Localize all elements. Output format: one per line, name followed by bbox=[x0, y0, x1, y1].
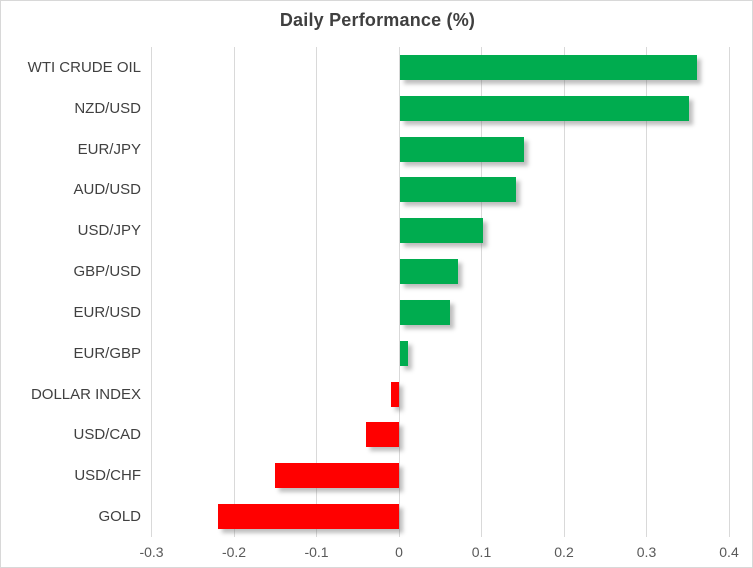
bar-eur-usd bbox=[400, 299, 450, 325]
bar-usd-jpy bbox=[400, 218, 483, 244]
gridline bbox=[398, 47, 400, 537]
gridline bbox=[233, 47, 235, 537]
category-label: GOLD bbox=[98, 508, 141, 526]
x-tick-label: 0 bbox=[395, 544, 403, 560]
x-tick-label: 0.4 bbox=[719, 544, 739, 560]
bar-nzd-usd bbox=[400, 95, 689, 121]
category-label: DOLLAR INDEX bbox=[30, 385, 141, 403]
bar-usd-chf bbox=[275, 463, 399, 489]
chart-title: Daily Performance (%) bbox=[279, 10, 476, 30]
category-label: WTI CRUDE OIL bbox=[27, 58, 141, 76]
category-label: EUR/JPY bbox=[77, 140, 141, 158]
bar-aud-usd bbox=[400, 177, 516, 203]
bar-usd-cad bbox=[366, 422, 399, 448]
gridline bbox=[646, 47, 647, 537]
bar-dollar-index bbox=[390, 381, 399, 407]
category-label: AUD/USD bbox=[73, 181, 141, 199]
bar-gold bbox=[217, 504, 399, 530]
x-tick-label: -0.1 bbox=[304, 544, 329, 560]
category-label: USD/JPY bbox=[77, 222, 141, 240]
category-label: USD/CHF bbox=[74, 467, 141, 485]
bar-gbp-usd bbox=[400, 259, 458, 285]
x-tick-label: 0.2 bbox=[554, 544, 574, 560]
gridline bbox=[316, 47, 317, 537]
gridline bbox=[563, 47, 565, 537]
category-label: USD/CAD bbox=[73, 426, 141, 444]
category-label: EUR/USD bbox=[73, 303, 141, 321]
x-tick-label: -0.3 bbox=[139, 544, 164, 560]
category-label: EUR/GBP bbox=[73, 344, 141, 362]
x-tick-label: 0.1 bbox=[471, 544, 492, 560]
category-label: GBP/USD bbox=[73, 263, 141, 281]
gridline bbox=[481, 47, 482, 537]
gridline bbox=[151, 47, 152, 537]
gridline bbox=[728, 47, 730, 537]
bar-wti-crude-oil bbox=[400, 54, 697, 80]
bar-eur-jpy bbox=[400, 136, 524, 162]
x-tick-label: 0.3 bbox=[636, 544, 657, 560]
category-label: NZD/USD bbox=[74, 99, 141, 117]
bar-eur-gbp bbox=[400, 340, 409, 366]
x-tick-label: -0.2 bbox=[221, 544, 247, 560]
